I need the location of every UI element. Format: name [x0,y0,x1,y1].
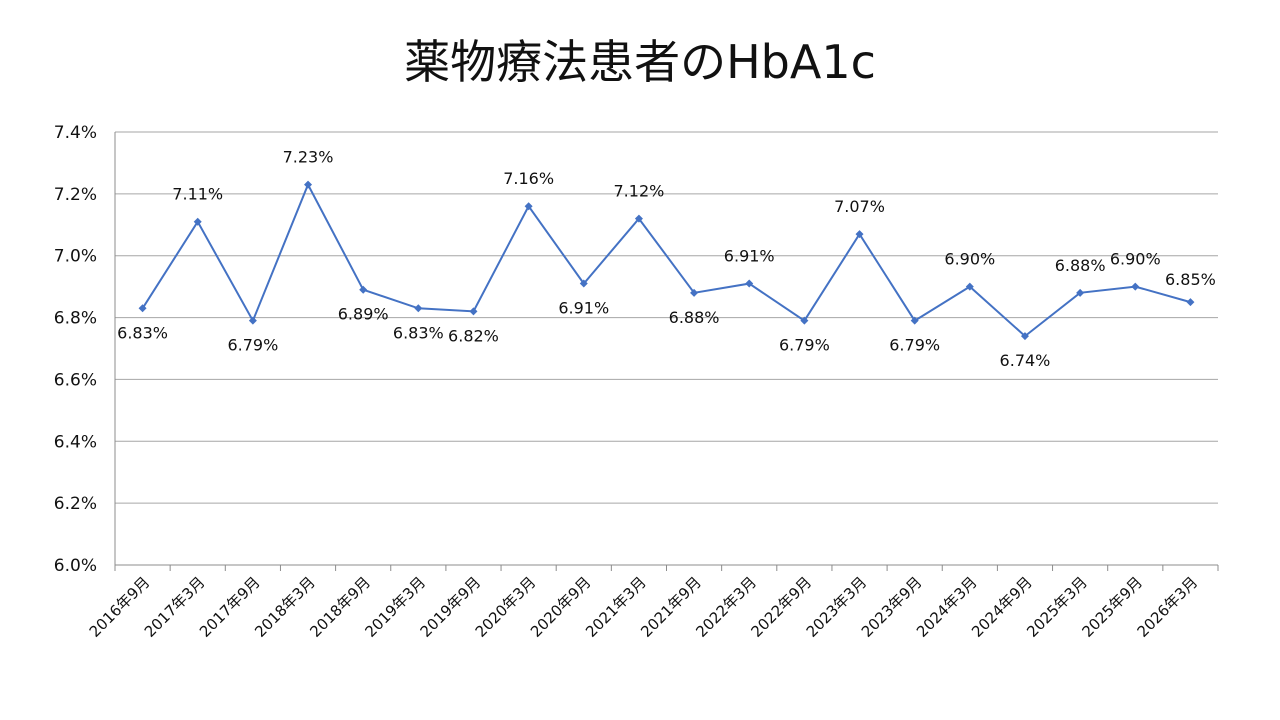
data-label: 6.88% [1055,256,1106,275]
data-point-marker [690,288,699,297]
y-tick-label: 7.2% [54,185,97,205]
data-point-marker [138,304,147,313]
x-tick-label: 2026年3月 [1134,573,1202,641]
y-tick-label: 6.0% [54,556,97,576]
data-label: 7.11% [172,185,223,204]
data-label: 6.90% [944,250,995,269]
data-labels: 6.83%7.11%6.79%7.23%6.89%6.83% 6.82%7.16%… [117,148,1216,371]
data-point-marker [1131,282,1140,291]
data-label: 7.23% [283,148,334,167]
data-label: 6.89% [338,305,389,324]
data-point-marker [634,214,643,223]
y-tick-label: 7.4% [54,123,97,143]
data-point-marker [745,279,754,288]
data-point-marker [414,304,423,313]
y-tick-label: 6.6% [54,370,97,390]
data-point-marker [304,180,313,189]
data-point-marker [579,279,588,288]
data-label: 6.79% [889,336,940,355]
data-point-marker [524,202,533,211]
y-tick-label: 6.8% [54,309,97,329]
data-point-marker [910,316,919,325]
data-label: 6.82% [448,326,499,345]
data-label: 6.88% [669,308,720,327]
data-label: 6.83% [117,323,168,342]
y-tick-label: 7.0% [54,247,97,267]
data-point-marker [359,285,368,294]
data-point-marker [800,316,809,325]
y-tick-label: 6.4% [54,432,97,452]
data-label: 6.91% [724,247,775,266]
y-axis-ticks: 6.0% 6.2% 6.4% 6.6% 6.8% 7.0% 7.2% 7.4% [54,123,97,576]
x-axis [114,132,1219,571]
data-point-marker [965,282,974,291]
data-label: 6.74% [1000,351,1051,370]
data-label: 6.91% [558,299,609,318]
data-label: 6.85% [1165,270,1216,289]
data-point-marker [248,316,257,325]
series-hba1c [138,180,1195,341]
x-axis-ticks: 2016年9月2017年3月2017年9月2018年3月2018年9月2019年… [86,573,1202,641]
series-line [141,182,1191,338]
gridlines [115,131,1218,504]
data-point-marker [1020,332,1029,341]
data-point-marker [1186,298,1195,307]
data-point-marker [855,230,864,239]
data-point-marker [1076,288,1085,297]
y-tick-label: 6.2% [54,494,97,514]
data-point-marker [193,217,202,226]
data-label: 7.16% [503,169,554,188]
data-label: 6.83% [393,323,444,342]
data-label: 7.07% [834,197,885,216]
data-label: 6.79% [779,336,830,355]
data-point-marker [469,307,478,316]
data-label: 6.79% [227,336,278,355]
chart-title: 薬物療法患者のHbA1c [404,35,876,89]
data-label: 6.90% [1110,250,1161,269]
data-label: 7.12% [614,182,665,201]
